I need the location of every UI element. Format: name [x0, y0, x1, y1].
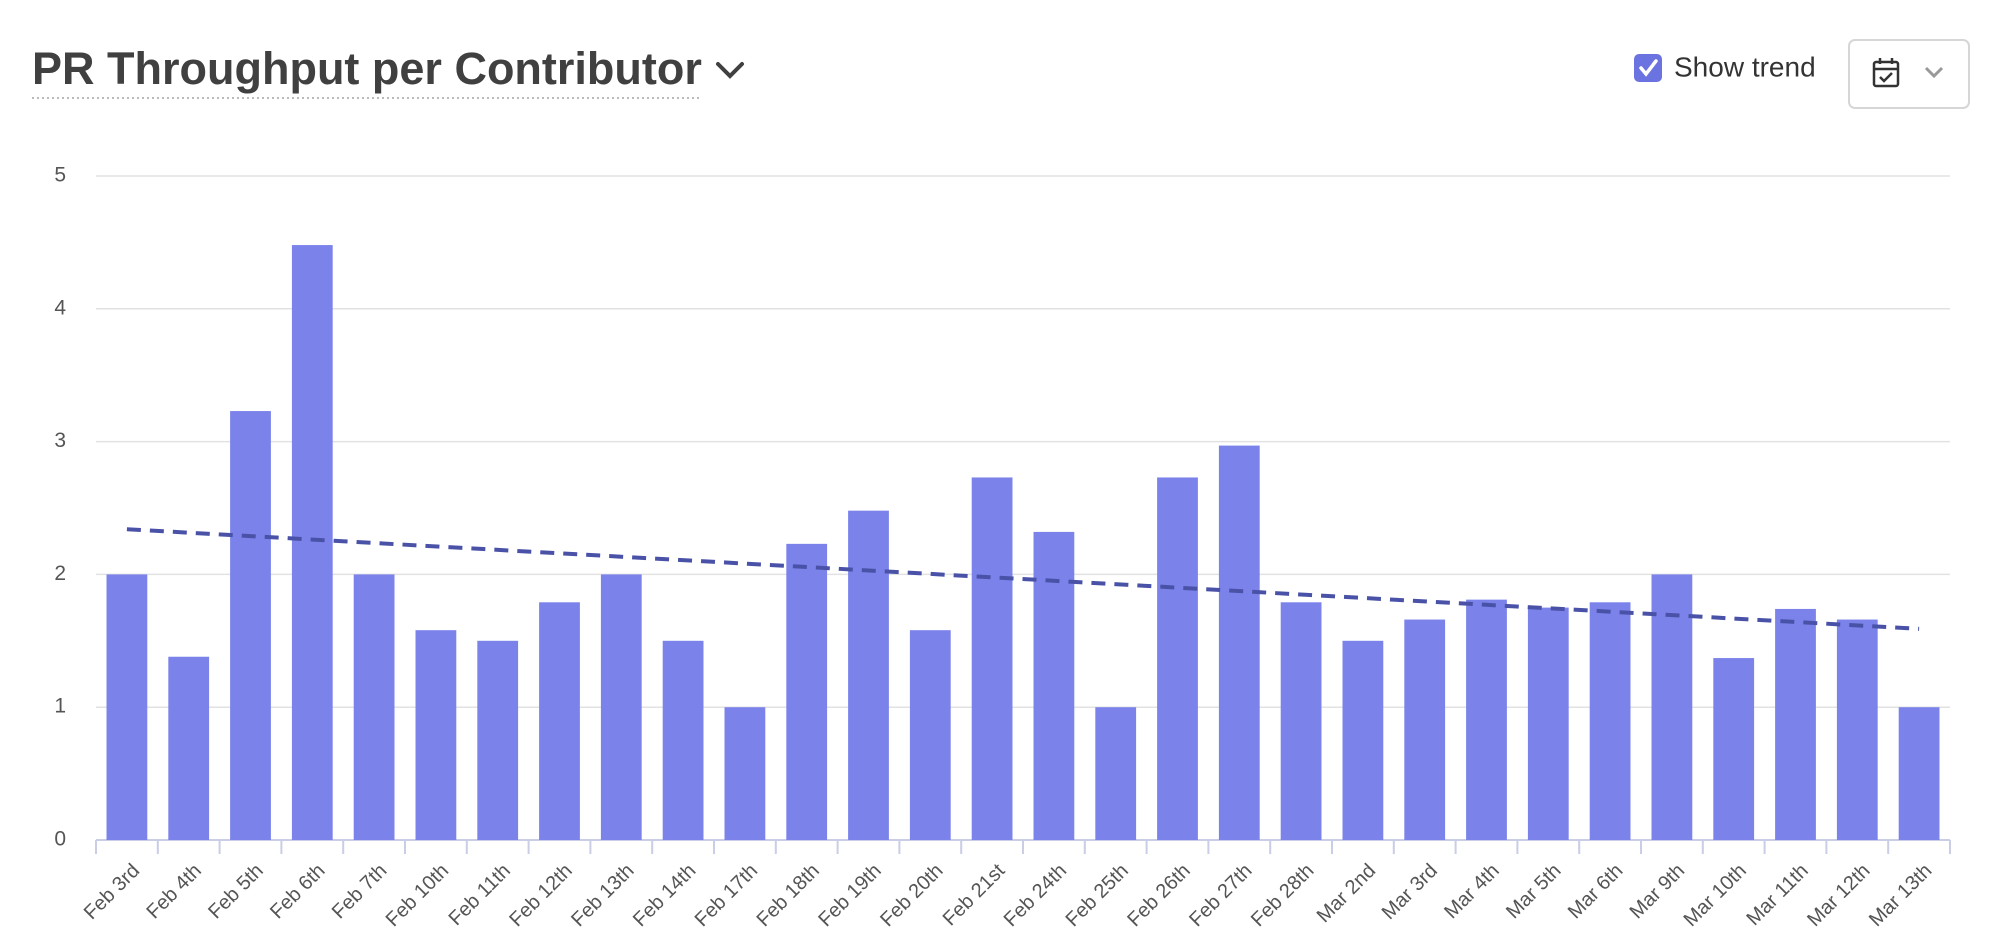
x-tick-label: Feb 14th — [629, 860, 700, 931]
trend-checkbox[interactable] — [1634, 54, 1662, 82]
bar — [786, 543, 828, 840]
trend-label[interactable]: Show trend — [1674, 51, 1816, 82]
x-tick-label: Feb 4th — [142, 860, 206, 924]
x-tick-label: Feb 5th — [204, 860, 268, 924]
x-tick-label: Feb 11th — [445, 860, 515, 930]
x-tick-label: Feb 28th — [1247, 860, 1318, 931]
checkmark — [1639, 59, 1658, 77]
y-tick-label: 5 — [54, 164, 66, 187]
calendar-icon — [1872, 58, 1900, 88]
x-tick-label: Mar 4th — [1440, 860, 1504, 924]
y-tick-label: 0 — [54, 828, 66, 851]
x-tick-label: Feb 27th — [1185, 860, 1256, 931]
x-tick-label: Feb 7th — [328, 860, 392, 924]
bar — [1404, 619, 1446, 840]
x-tick-label: Feb 13th — [567, 860, 638, 931]
bar — [848, 510, 889, 840]
bar — [1651, 574, 1693, 840]
x-tick-label: Feb 6th — [266, 860, 330, 924]
bar — [1527, 607, 1569, 840]
x-tick-label: Feb 18th — [753, 860, 824, 931]
x-tick-label: Feb 3rd — [80, 860, 144, 924]
chart-title: PR Throughput per Contributor — [32, 43, 702, 94]
x-tick-label: Feb 26th — [1123, 860, 1194, 931]
title-dropdown[interactable] — [716, 62, 744, 79]
x-tick-label: Feb 19th — [814, 860, 885, 931]
bar — [415, 630, 457, 840]
x-tick-label: Mar 10th — [1680, 860, 1751, 931]
bar — [724, 707, 766, 840]
bar — [1095, 707, 1137, 840]
bar — [539, 602, 580, 840]
bar — [291, 245, 333, 840]
x-tick-label: Feb 20th — [876, 860, 947, 931]
x-tick-label: Mar 3rd — [1378, 860, 1442, 924]
x-tick-label: Feb 17th — [691, 860, 762, 931]
bar — [600, 574, 642, 840]
bar — [353, 574, 395, 840]
bar — [1713, 658, 1755, 840]
bar — [1157, 477, 1198, 840]
bar — [1280, 602, 1322, 840]
y-tick-label: 4 — [54, 296, 66, 319]
x-tick-label: Mar 9th — [1626, 860, 1690, 924]
y-tick-label: 3 — [54, 429, 66, 452]
x-tick-label: Mar 13th — [1865, 860, 1936, 931]
x-tick-label: Mar 2nd — [1313, 860, 1380, 927]
date-dropdown — [1924, 66, 1944, 79]
x-tick-label: Mar 6th — [1564, 860, 1628, 924]
trend-line — [126, 527, 1920, 631]
bar — [1589, 602, 1631, 840]
x-tick-label: Mar 11th — [1742, 860, 1812, 930]
x-tick-label: Feb 24th — [1000, 860, 1071, 931]
x-tick-label: Feb 12th — [505, 860, 576, 931]
bar — [1033, 531, 1075, 840]
y-tick-label: 1 — [54, 695, 66, 718]
bar — [106, 574, 148, 840]
y-tick-label: 2 — [54, 562, 66, 585]
bar — [1836, 619, 1878, 840]
bar — [1898, 707, 1940, 840]
bar — [1775, 608, 1816, 840]
bar — [1342, 640, 1384, 840]
x-tick-label: Feb 25th — [1062, 860, 1133, 931]
x-tick-label: Feb 21st — [939, 859, 1010, 930]
bar — [168, 656, 210, 840]
bar — [971, 477, 1013, 840]
bar — [909, 630, 951, 840]
bar — [662, 640, 704, 840]
x-tick-label: Feb 10th — [382, 860, 453, 931]
bar — [230, 411, 271, 840]
bar — [1218, 445, 1260, 840]
date-button[interactable] — [1848, 39, 1970, 109]
bar — [1466, 599, 1507, 840]
x-tick-label: Mar 12th — [1803, 860, 1874, 931]
bar — [477, 640, 519, 840]
x-tick-label: Mar 5th — [1502, 860, 1566, 924]
